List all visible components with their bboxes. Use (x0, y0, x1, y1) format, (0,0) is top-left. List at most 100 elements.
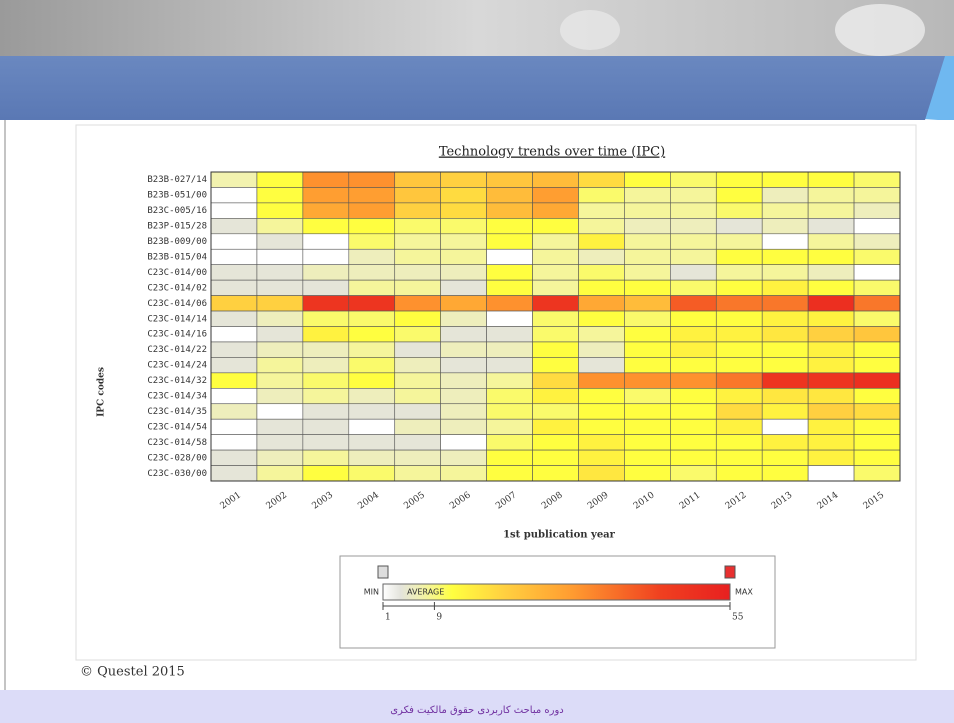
heat-cell (715, 279, 763, 296)
heat-cell (807, 248, 855, 265)
heat-cell (624, 357, 671, 374)
heat-cell (256, 357, 304, 374)
heat-cell (670, 187, 717, 204)
heat-cell (715, 233, 763, 250)
x-axis-label: 1st publication year (503, 530, 616, 541)
heat-cell (210, 295, 258, 312)
heat-cell (486, 372, 533, 389)
heatmap-border (210, 171, 901, 482)
heat-cell (256, 218, 304, 235)
heat-cell (578, 403, 625, 420)
heat-cell (394, 403, 441, 420)
heat-cell (486, 171, 533, 188)
heat-cell (302, 233, 350, 250)
heat-cell (256, 387, 304, 405)
heat-cell (670, 465, 717, 482)
y-tick-label: B23B-009/00 (147, 237, 207, 247)
heat-cell (853, 434, 901, 451)
heat-cell (256, 187, 304, 204)
heat-cell (532, 171, 579, 188)
heat-cell (486, 357, 533, 374)
heat-cell (256, 233, 304, 250)
heat-cell (715, 465, 763, 482)
heat-cell (670, 418, 717, 435)
heat-cell (578, 372, 625, 389)
heat-cell (302, 264, 350, 281)
heat-cell (578, 202, 625, 219)
heat-cell (394, 233, 441, 250)
y-axis-label: IPC codes (97, 367, 107, 417)
heat-cell (210, 403, 258, 420)
heat-cell (624, 310, 671, 327)
heat-cell (624, 372, 671, 389)
heat-cell (532, 341, 579, 358)
y-tick-label: C23C-014/02 (147, 283, 207, 293)
heat-cell (670, 372, 717, 389)
heat-cell (578, 279, 625, 296)
chart-title: Technology trends over time (IPC) (439, 145, 665, 160)
heat-cell (853, 387, 901, 405)
heat-cell (715, 372, 763, 389)
heat-cell (853, 202, 901, 219)
heat-cell (761, 465, 809, 482)
heat-cell (761, 357, 809, 374)
heat-cell (348, 326, 396, 343)
heat-cell (853, 171, 901, 188)
header-blue (0, 56, 945, 120)
heat-cell (761, 310, 809, 327)
heat-cell (853, 233, 901, 250)
heat-cell (486, 418, 533, 435)
heat-cell (761, 449, 809, 466)
heat-cell (486, 326, 533, 343)
heat-cell (715, 295, 763, 312)
heat-cell (302, 465, 350, 482)
heat-cell (715, 418, 763, 435)
heat-cell (302, 187, 350, 204)
heat-cell (807, 465, 855, 482)
heat-cell (853, 449, 901, 466)
heat-cell (440, 418, 487, 435)
heat-cell (853, 372, 901, 389)
heat-cell (348, 372, 396, 389)
heat-cell (486, 295, 533, 312)
heat-cell (761, 248, 809, 265)
heat-cell (715, 387, 763, 405)
heat-cell (256, 202, 304, 219)
heat-cell (348, 248, 396, 265)
heat-cell (440, 341, 487, 358)
heat-cell (302, 357, 350, 374)
heat-cell (256, 264, 304, 281)
heat-cell (761, 418, 809, 435)
heat-cell (624, 326, 671, 343)
heat-cell (348, 171, 396, 188)
heat-cell (853, 310, 901, 327)
heat-cell (715, 264, 763, 281)
y-tick-label: C23C-014/24 (147, 361, 207, 371)
heat-cell (532, 218, 579, 235)
heat-cell (394, 449, 441, 466)
heat-cell (394, 171, 441, 188)
y-tick-label: C23C-014/32 (147, 376, 207, 386)
heat-cell (348, 233, 396, 250)
heat-cell (348, 387, 396, 405)
heat-cell (578, 171, 625, 188)
heat-cell (394, 295, 441, 312)
heat-cell (532, 357, 579, 374)
legend-tick-label: 55 (732, 613, 744, 623)
heat-cell (624, 171, 671, 188)
heat-cell (302, 341, 350, 358)
heat-cell (532, 233, 579, 250)
heat-cell (440, 357, 487, 374)
heat-cell (761, 218, 809, 235)
heat-cell (302, 403, 350, 420)
heat-cell (624, 279, 671, 296)
y-tick-label: C23C-014/35 (147, 407, 207, 417)
heat-cell (302, 295, 350, 312)
heat-cell (348, 310, 396, 327)
heat-cell (440, 279, 487, 296)
max-pin (724, 565, 736, 579)
heat-cell (302, 449, 350, 466)
heat-cell (256, 341, 304, 358)
heat-cell (440, 233, 487, 250)
heat-cell (624, 465, 671, 482)
